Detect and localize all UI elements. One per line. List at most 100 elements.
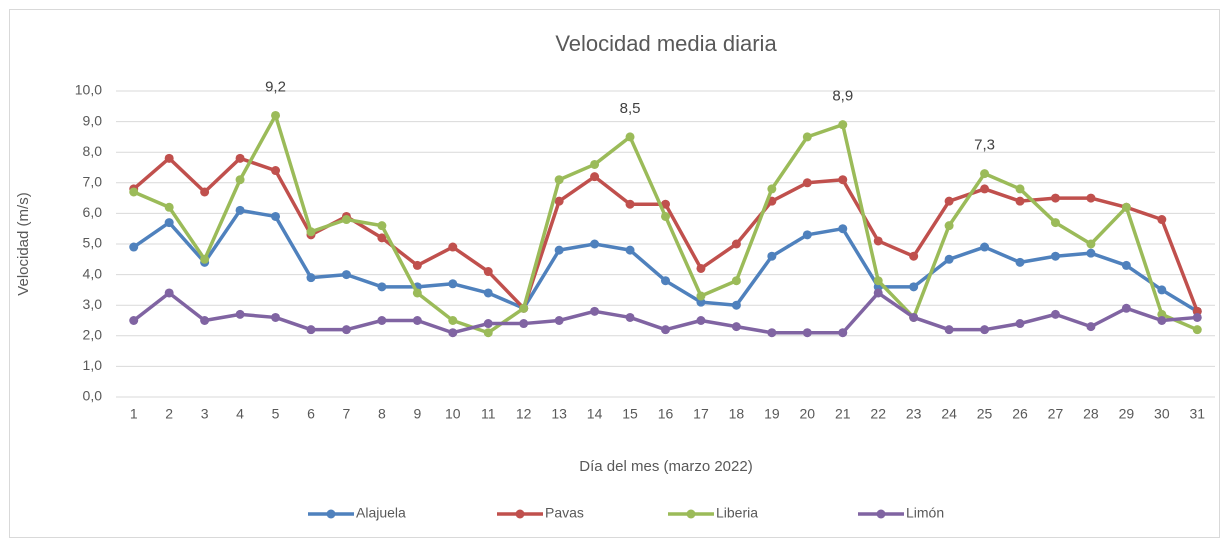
point <box>164 202 174 212</box>
point <box>235 205 245 215</box>
point <box>271 312 281 322</box>
point <box>1192 312 1202 322</box>
point <box>838 224 848 234</box>
point <box>1015 184 1025 194</box>
x-tick-label: 2 <box>165 406 173 422</box>
y-axis-label: Velocidad (m/s) <box>15 192 32 295</box>
x-tick-label: 16 <box>658 406 674 422</box>
point <box>909 282 919 292</box>
x-tick-label: 26 <box>1012 406 1028 422</box>
point <box>1050 251 1060 261</box>
point <box>341 215 351 225</box>
point <box>802 328 812 338</box>
point <box>1086 193 1096 203</box>
point <box>731 276 741 286</box>
y-tick-label: 9,0 <box>83 112 103 128</box>
point <box>448 316 458 325</box>
x-tick-label: 19 <box>764 406 780 422</box>
x-tick-label: 17 <box>693 406 709 422</box>
point <box>306 273 316 283</box>
point <box>1157 215 1167 225</box>
point <box>483 288 493 298</box>
point <box>838 328 848 338</box>
point <box>306 325 316 335</box>
point <box>980 184 990 194</box>
x-tick-label: 22 <box>870 406 886 422</box>
point <box>767 251 777 261</box>
legend-marker <box>686 509 696 519</box>
x-tick-label: 29 <box>1119 406 1135 422</box>
point <box>731 300 741 310</box>
point <box>944 196 954 206</box>
point <box>661 199 670 209</box>
point <box>1192 325 1202 335</box>
point <box>448 328 458 338</box>
x-tick-label: 24 <box>941 406 957 422</box>
point <box>235 153 245 163</box>
point <box>412 260 422 270</box>
point <box>838 120 848 130</box>
point <box>590 172 600 182</box>
point <box>944 325 954 335</box>
point <box>448 279 458 289</box>
legend-marker <box>515 509 525 519</box>
point <box>1050 309 1060 319</box>
point <box>554 316 564 325</box>
point <box>1157 285 1167 295</box>
point <box>590 306 600 316</box>
point <box>1086 239 1096 249</box>
point <box>802 230 812 240</box>
x-tick-label: 30 <box>1154 406 1170 422</box>
data-label: 8,9 <box>832 88 853 105</box>
x-tick-label: 27 <box>1048 406 1064 422</box>
point <box>554 245 564 255</box>
point <box>661 211 670 221</box>
point <box>483 267 493 277</box>
x-tick-label: 13 <box>551 406 567 422</box>
point <box>1121 260 1131 270</box>
x-tick-label: 21 <box>835 406 851 422</box>
point <box>129 242 139 252</box>
point <box>802 178 812 188</box>
point <box>1086 322 1096 332</box>
point <box>625 132 635 142</box>
point <box>519 319 529 329</box>
point <box>200 187 210 197</box>
data-label: 7,3 <box>974 137 995 154</box>
point <box>271 166 281 176</box>
point <box>341 325 351 335</box>
chart-title: Velocidad media diaria <box>555 31 777 56</box>
point <box>909 251 919 261</box>
point <box>1015 257 1025 267</box>
y-tick-label: 7,0 <box>83 174 103 190</box>
point <box>1086 248 1096 258</box>
x-tick-label: 25 <box>977 406 993 422</box>
point <box>1121 303 1131 313</box>
x-tick-label: 1 <box>130 406 138 422</box>
point <box>873 276 883 286</box>
x-tick-label: 31 <box>1189 406 1205 422</box>
point <box>235 175 245 185</box>
point <box>731 239 741 249</box>
point <box>980 169 990 179</box>
x-tick-label: 12 <box>516 406 532 422</box>
point <box>483 328 493 338</box>
point <box>1121 202 1131 212</box>
point <box>873 288 883 298</box>
x-tick-label: 18 <box>729 406 745 422</box>
x-tick-label: 6 <box>307 406 315 422</box>
point <box>696 291 706 301</box>
chart-frame <box>9 9 1220 538</box>
point <box>1050 218 1060 228</box>
point <box>200 254 210 264</box>
point <box>448 242 458 252</box>
x-tick-label: 20 <box>800 406 816 422</box>
point <box>164 153 174 163</box>
point <box>802 132 812 142</box>
point <box>767 184 777 194</box>
x-tick-label: 15 <box>622 406 638 422</box>
y-tick-label: 1,0 <box>83 357 103 373</box>
point <box>1015 196 1025 206</box>
point <box>625 245 635 255</box>
